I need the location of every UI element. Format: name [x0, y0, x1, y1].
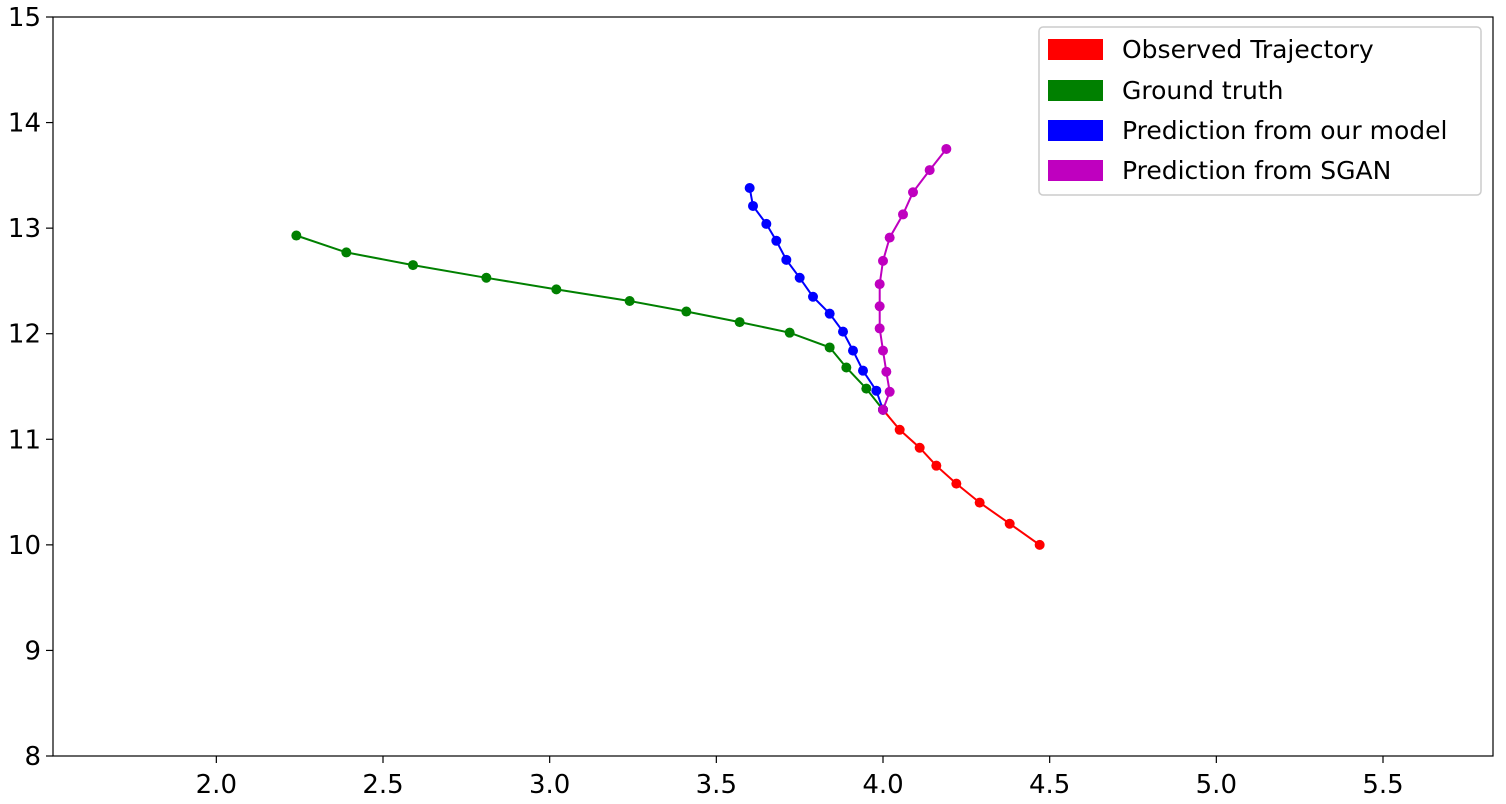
legend-swatch-ground-truth — [1048, 80, 1103, 101]
data-point — [808, 291, 818, 302]
data-point — [874, 301, 885, 312]
data-point — [841, 362, 852, 373]
data-point — [941, 143, 952, 154]
y-tick-label: 8 — [24, 742, 41, 772]
x-tick-label: 5.5 — [1362, 770, 1403, 800]
series-prediction-from-sgan — [874, 143, 952, 415]
y-axis: 8 9 10 11 12 13 14 15 — [8, 3, 53, 772]
data-point — [481, 272, 492, 283]
data-point — [781, 254, 792, 265]
data-point — [884, 232, 895, 243]
series-observed-trajectory — [878, 404, 1045, 550]
data-point — [898, 209, 908, 220]
data-point — [748, 200, 758, 211]
x-tick-label: 3.5 — [696, 770, 737, 800]
data-point — [794, 272, 805, 283]
legend: Observed Trajectory Ground truth Predict… — [1038, 26, 1482, 196]
data-point — [878, 404, 888, 415]
data-point — [874, 279, 885, 290]
data-point — [744, 183, 755, 194]
data-point — [894, 424, 905, 435]
x-tick-label: 4.0 — [862, 770, 903, 800]
plot-frame — [52, 16, 1494, 757]
x-tick-label: 2.5 — [362, 770, 403, 800]
y-tick-label: 12 — [8, 320, 41, 350]
data-point — [771, 235, 782, 246]
data-point — [551, 284, 562, 295]
legend-swatch-sgan — [1048, 160, 1103, 181]
data-point — [908, 187, 918, 198]
y-tick-label: 15 — [8, 3, 41, 33]
data-point — [824, 308, 835, 319]
data-point — [878, 255, 888, 266]
data-point — [838, 326, 848, 337]
y-tick-label: 10 — [8, 531, 41, 561]
x-tick-label: 3.0 — [529, 770, 570, 800]
data-point — [824, 342, 835, 353]
series-layer — [291, 143, 1045, 550]
x-tick-label: 5.0 — [1196, 770, 1237, 800]
data-point — [884, 386, 895, 397]
series-prediction-from-our-model — [744, 183, 888, 415]
data-point — [341, 247, 352, 258]
data-point — [761, 218, 772, 229]
series-ground-truth — [291, 230, 888, 415]
y-tick-label: 13 — [8, 214, 41, 244]
legend-swatch-observed — [1048, 39, 1103, 60]
data-point — [951, 478, 962, 489]
data-point — [681, 306, 692, 317]
data-point — [974, 497, 985, 508]
data-point — [624, 295, 635, 306]
x-tick-label: 4.5 — [1029, 770, 1070, 800]
legend-label-our-model: Prediction from our model — [1122, 116, 1447, 145]
legend-label-observed: Observed Trajectory — [1122, 35, 1374, 64]
x-tick-label: 2.0 — [196, 770, 237, 800]
x-axis: 2.0 2.5 3.0 3.5 4.0 4.5 5.0 5.5 — [196, 756, 1404, 800]
data-point — [861, 383, 872, 394]
data-point — [1034, 539, 1045, 550]
data-point — [914, 442, 925, 453]
data-point — [784, 327, 795, 338]
data-point — [408, 260, 418, 271]
data-point — [874, 323, 885, 334]
data-point — [1004, 518, 1015, 529]
data-point — [291, 230, 302, 241]
y-tick-label: 11 — [8, 425, 41, 455]
data-point — [871, 385, 882, 396]
data-point — [734, 317, 745, 328]
y-tick-label: 14 — [8, 109, 41, 139]
data-point — [848, 345, 858, 356]
legend-label-sgan: Prediction from SGAN — [1122, 156, 1391, 185]
legend-swatch-our-model — [1048, 120, 1103, 141]
data-point — [931, 460, 942, 471]
data-point — [878, 345, 888, 356]
data-point — [881, 366, 892, 377]
data-point — [924, 165, 935, 176]
legend-frame — [1038, 26, 1482, 196]
legend-label-ground-truth: Ground truth — [1122, 76, 1283, 105]
data-point — [858, 365, 868, 376]
y-tick-label: 9 — [24, 636, 41, 666]
